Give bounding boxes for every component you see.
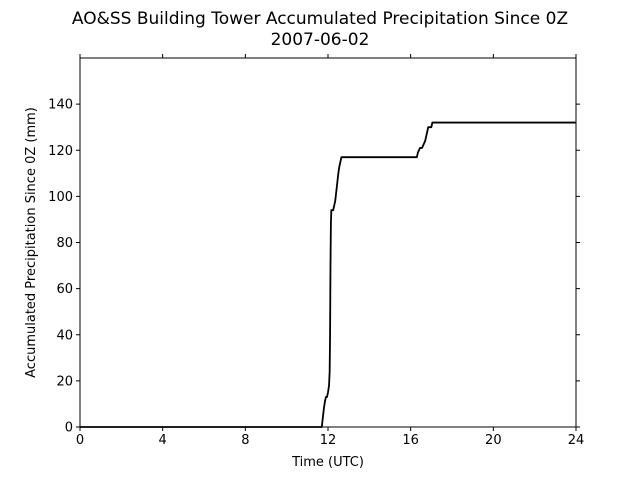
y-tick-label: 60: [56, 282, 73, 297]
series-line-0: [80, 121, 576, 428]
x-tick-label: 16: [402, 433, 419, 448]
x-tick-label: 20: [485, 433, 502, 448]
chart-subtitle: 2007-06-02: [271, 30, 370, 50]
x-tick-label: 4: [159, 433, 167, 448]
chart-title: AO&SS Building Tower Accumulated Precipi…: [72, 9, 568, 29]
y-tick-label: 100: [48, 190, 73, 205]
x-tick-label: 24: [568, 433, 585, 448]
y-tick-label: 140: [48, 98, 73, 113]
y-tick-label: 40: [56, 328, 73, 343]
x-tick-label: 0: [76, 433, 84, 448]
y-tick-label: 0: [65, 421, 73, 436]
y-tick-label: 120: [48, 144, 73, 159]
plot-frame: [79, 57, 577, 428]
x-axis-label: Time (UTC): [291, 455, 364, 470]
y-tick-label: 20: [56, 374, 73, 389]
y-tick-label: 80: [56, 236, 73, 251]
x-tick-label: 8: [241, 433, 249, 448]
y-axis-label: Accumulated Precipitation Since 0Z (mm): [24, 107, 39, 378]
x-tick-label: 12: [320, 433, 337, 448]
